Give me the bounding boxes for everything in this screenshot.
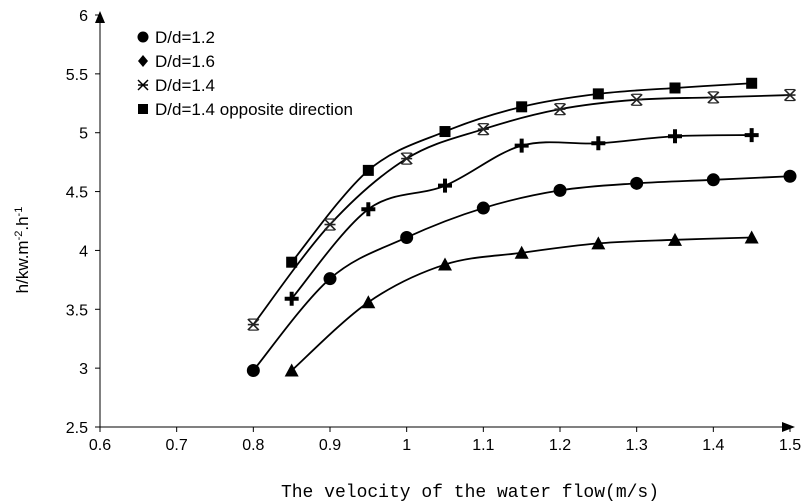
x-tick-label: 0.7: [166, 437, 188, 454]
y-tick-label: 3: [79, 361, 88, 378]
x-tick-label: 0.6: [89, 437, 111, 454]
legend-item: D/d=1.6: [138, 52, 215, 71]
data-markers: [246, 77, 797, 377]
data-point-circle: [476, 201, 490, 215]
fit-curve-circle: [252, 175, 791, 372]
data-point-triangle: [744, 230, 759, 244]
data-point-triangle: [591, 236, 606, 250]
y-tick-label: 5.5: [66, 67, 88, 84]
legend-marker-diamond: [138, 55, 148, 67]
data-point-asterisk: [400, 152, 413, 165]
data-point-square: [746, 77, 758, 89]
data-point-circle: [553, 183, 567, 197]
y-tick-label: 4.5: [66, 185, 88, 202]
data-point-square: [592, 88, 604, 100]
y-tick-label: 4: [79, 243, 88, 260]
x-axis-label-unit: (m/s): [605, 483, 659, 503]
legend-marker-circle: [137, 31, 149, 43]
data-point-asterisk: [783, 88, 797, 102]
x-tick-label: 1.2: [549, 437, 571, 454]
data-point-asterisk: [247, 318, 260, 331]
y-tick-label: 5: [79, 126, 88, 143]
y-tick-label: 3.5: [66, 302, 88, 319]
x-tick-label: 0.9: [319, 437, 341, 454]
data-point-square: [669, 82, 681, 94]
data-point-triangle: [361, 295, 376, 309]
data-point-circle: [630, 176, 644, 190]
x-axis-label: The velocity of the water flow(m/s): [281, 483, 659, 503]
data-point-asterisk: [323, 218, 337, 231]
data-point-cross: [361, 202, 376, 217]
data-point-square: [362, 164, 374, 176]
data-point-cross: [591, 136, 606, 151]
data-point-square: [286, 256, 298, 268]
y-axis-arrow: [95, 11, 105, 23]
x-tick-label: 0.8: [242, 437, 264, 454]
x-tick-label: 1.3: [626, 437, 648, 454]
data-point-circle: [783, 169, 797, 183]
y-tick-label: 6: [79, 8, 88, 25]
data-point-square: [516, 101, 528, 113]
x-axis-label-main: The velocity of the water flow: [281, 483, 605, 503]
data-point-asterisk: [707, 91, 720, 104]
y-axis-label-exp2: -1: [13, 207, 25, 217]
data-point-circle: [246, 363, 260, 377]
legend-label: D/d=1.4: [155, 76, 215, 95]
data-point-asterisk: [630, 93, 643, 106]
x-tick-label: 1.1: [472, 437, 494, 454]
data-point-asterisk: [553, 103, 567, 116]
data-point-triangle: [438, 257, 452, 271]
legend-item: D/d=1.4: [137, 76, 215, 95]
legend-marker-square: [138, 104, 148, 114]
legend-marker-asterisk: [137, 79, 149, 91]
y-axis-label-base: h/kw.m: [13, 240, 32, 293]
legend-label: D/d=1.6: [155, 52, 215, 71]
data-point-triangle: [284, 363, 299, 377]
data-point-cross: [668, 129, 682, 144]
data-point-cross: [744, 128, 759, 143]
y-axis-label-exp1: -2: [13, 231, 25, 241]
x-tick-label: 1.5: [779, 437, 801, 454]
data-point-circle: [400, 230, 414, 244]
legend: D/d=1.2 D/d=1.6 D/d=1.4 D/d=1.4 opposite di…: [137, 28, 353, 119]
data-point-triangle: [514, 245, 529, 259]
x-axis-arrow: [782, 422, 795, 432]
fit-curve-asterisk: [252, 94, 791, 326]
tick-labels: 0.6 0.7 0.8 0.9 1 1.1 1.2 1.3 1.4 1.5 2.5 3 3.5 4 4.5 5…: [66, 8, 801, 454]
legend-item: D/d=1.2: [137, 28, 215, 47]
x-tick-label: 1: [402, 437, 411, 454]
fit-curve-cross: [290, 134, 752, 300]
data-point-cross: [514, 138, 529, 153]
axes: [95, 11, 795, 432]
data-point-triangle: [668, 232, 682, 246]
legend-item: D/d=1.4 opposite direction: [138, 100, 353, 119]
x-tick-label: 1.4: [702, 437, 724, 454]
fit-curves: [252, 82, 791, 372]
data-point-circle: [323, 272, 337, 286]
data-point-square: [439, 126, 451, 138]
data-point-asterisk: [477, 123, 490, 136]
data-point-cross: [438, 178, 452, 193]
data-point-cross: [284, 291, 299, 306]
y-axis-label: h/kw.m-2.h-1: [13, 207, 32, 294]
y-tick-label: 2.5: [66, 420, 88, 437]
legend-label: D/d=1.2: [155, 28, 215, 47]
y-axis-label-mid: .h: [13, 216, 32, 230]
data-point-circle: [706, 173, 720, 187]
legend-label: D/d=1.4 opposite direction: [155, 100, 353, 119]
